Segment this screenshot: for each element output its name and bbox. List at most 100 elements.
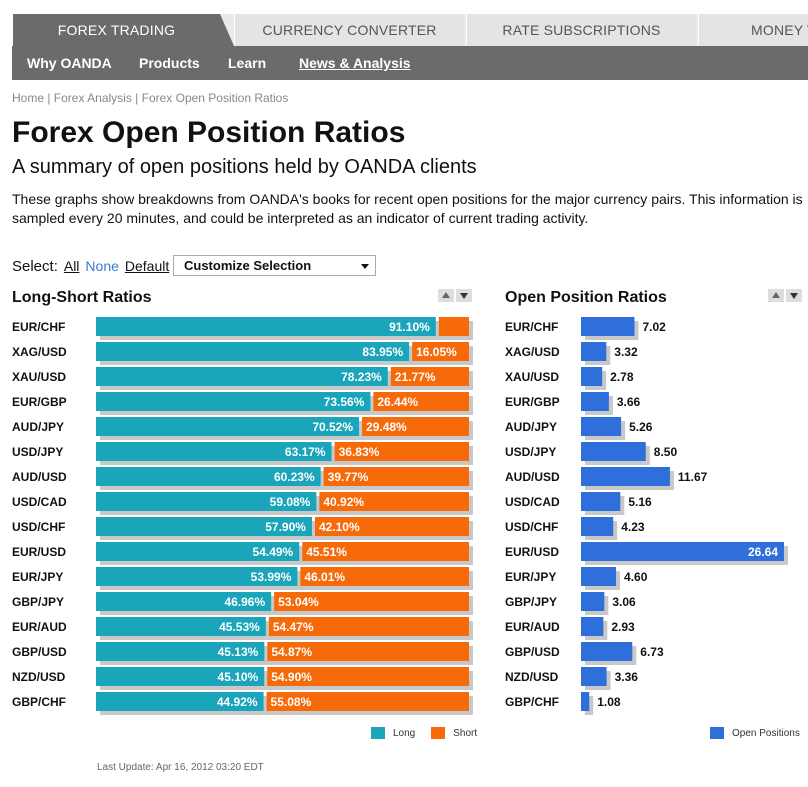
tab-money-transfer[interactable]: MONEY T [698, 14, 808, 46]
pair-label: AUD/USD [505, 470, 560, 484]
arrow-up-icon [772, 292, 780, 298]
short-value-label: 55.08% [271, 695, 312, 709]
short-value-label: 53.04% [278, 595, 319, 609]
open-value-label: 26.64 [748, 545, 778, 559]
short-bar [362, 417, 469, 436]
short-value-label: 36.83% [339, 445, 380, 459]
open-position-legend: Open Positions [710, 727, 800, 739]
short-swatch [431, 727, 446, 739]
open-value-label: 6.73 [640, 645, 664, 659]
arrow-down-icon [790, 293, 798, 299]
short-bar [438, 317, 469, 336]
pair-label: GBP/JPY [505, 595, 557, 609]
sort-down-button[interactable] [456, 289, 472, 302]
long-bar [96, 367, 388, 386]
pair-label: AUD/JPY [505, 420, 557, 434]
open-position-bar [581, 592, 605, 611]
short-value-label: 46.01% [304, 570, 345, 584]
long-bar [96, 667, 265, 686]
sort-down-button[interactable] [786, 289, 802, 302]
arrow-up-icon [442, 292, 450, 298]
sort-up-button[interactable] [438, 289, 454, 302]
tab-forex-trading[interactable]: FOREX TRADING [12, 14, 234, 46]
tab-rate-subscriptions[interactable]: RATE SUBSCRIPTIONS [466, 14, 696, 46]
subnav-learn[interactable]: Learn [228, 55, 267, 71]
subnav-news-analysis[interactable]: News & Analysis [299, 55, 411, 71]
pair-label: GBP/CHF [12, 695, 66, 709]
open-position-bar [581, 367, 603, 386]
pair-label: EUR/CHF [12, 320, 65, 334]
last-update: Last Update: Apr 16, 2012 03:20 EDT [97, 762, 264, 773]
tab-label: RATE SUBSCRIPTIONS [502, 22, 661, 38]
open-position-bar [581, 617, 604, 636]
long-value-label: 45.53% [219, 620, 260, 634]
pair-label: XAG/USD [505, 345, 560, 359]
tab-currency-converter[interactable]: CURRENCY CONVERTER [234, 14, 464, 46]
arrow-down-icon [460, 293, 468, 299]
short-value-label: 40.92% [323, 495, 364, 509]
long-bar [96, 542, 300, 561]
pair-label: GBP/JPY [12, 595, 64, 609]
long-value-label: 73.56% [324, 395, 365, 409]
open-position-bar [581, 342, 607, 361]
open-position-bar [581, 517, 614, 536]
subnav-why-oanda[interactable]: Why OANDA [27, 55, 112, 71]
page-title: Forex Open Position Ratios [12, 116, 406, 149]
short-bar [319, 492, 469, 511]
short-value-label: 39.77% [328, 470, 369, 484]
open-position-bar [581, 567, 617, 586]
long-bar [96, 392, 371, 411]
long-bar [96, 492, 317, 511]
short-bar [334, 442, 469, 461]
sub-nav: Why OANDA Products Learn News & Analysis [12, 46, 808, 80]
long-value-label: 63.17% [285, 445, 326, 459]
long-value-label: 57.90% [265, 520, 306, 534]
short-value-label: 26.44% [377, 395, 418, 409]
open-value-label: 3.36 [615, 670, 639, 684]
open-position-bar [581, 667, 607, 686]
select-default-link[interactable]: Default [124, 258, 170, 274]
pair-label: XAU/USD [505, 370, 559, 384]
short-value-label: 54.90% [271, 670, 312, 684]
select-all-link[interactable]: All [63, 258, 80, 274]
short-bar [323, 467, 469, 486]
pair-label: GBP/USD [12, 645, 67, 659]
long-short-legend: Long Short [371, 727, 477, 739]
pair-label: USD/CHF [505, 520, 558, 534]
short-value-label: 16.05% [416, 345, 457, 359]
short-value-label: 45.51% [306, 545, 347, 559]
short-bar [412, 342, 469, 361]
long-value-label: 59.08% [270, 495, 311, 509]
short-bar [268, 617, 469, 636]
page-subtitle: A summary of open positions held by OAND… [12, 156, 477, 178]
pair-label: EUR/USD [12, 545, 66, 559]
legend-short: Short [453, 727, 478, 739]
long-bar [96, 617, 266, 636]
short-bar [373, 392, 469, 411]
customize-selection-dropdown[interactable]: Customize Selection [173, 255, 376, 276]
pair-label: XAG/USD [12, 345, 67, 359]
select-label: Select: [12, 257, 58, 275]
breadcrumb[interactable]: Home | Forex Analysis | Forex Open Posit… [12, 91, 289, 105]
open-value-label: 11.67 [678, 470, 708, 484]
select-none-link[interactable]: None [85, 258, 119, 274]
long-swatch [371, 727, 385, 739]
long-bar [96, 592, 272, 611]
short-value-label: 54.87% [271, 645, 312, 659]
long-bar [96, 642, 265, 661]
open-position-bar [581, 417, 622, 436]
pair-label: AUD/JPY [12, 420, 64, 434]
open-value-label: 8.50 [654, 445, 678, 459]
tab-label: MONEY T [751, 22, 808, 38]
sort-up-button[interactable] [768, 289, 784, 302]
select-row: Select: All None Default Customize Selec… [12, 255, 382, 277]
short-bar [274, 592, 469, 611]
subnav-products[interactable]: Products [139, 55, 200, 71]
long-bar [96, 692, 264, 711]
pair-label: EUR/GBP [505, 395, 560, 409]
pair-label: USD/JPY [505, 445, 556, 459]
chevron-down-icon [361, 264, 369, 269]
open-position-bar [581, 492, 621, 511]
pair-label: GBP/CHF [505, 695, 559, 709]
pair-label: USD/CAD [505, 495, 560, 509]
